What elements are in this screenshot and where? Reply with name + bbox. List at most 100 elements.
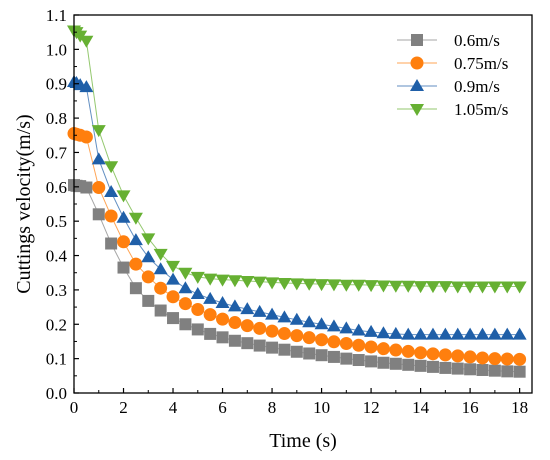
- data-point: [203, 308, 217, 322]
- data-point: [129, 257, 143, 271]
- data-point: [277, 310, 292, 323]
- data-point: [438, 348, 452, 362]
- data-point: [327, 350, 340, 363]
- data-point: [253, 321, 267, 335]
- legend-entry: 0.9m/s: [397, 77, 500, 96]
- data-point: [425, 327, 440, 340]
- data-point: [413, 327, 428, 340]
- data-point: [153, 248, 168, 261]
- legend-label: 0.9m/s: [454, 77, 500, 96]
- data-point: [79, 130, 93, 144]
- data-point: [376, 326, 391, 339]
- data-point: [117, 235, 131, 249]
- data-point: [438, 281, 453, 294]
- data-point: [401, 280, 416, 293]
- data-point: [129, 282, 142, 295]
- data-point: [303, 347, 316, 360]
- series-3: [67, 25, 527, 294]
- legend-marker: [410, 56, 424, 70]
- data-point: [277, 278, 292, 291]
- data-point: [450, 327, 465, 340]
- data-point: [178, 281, 193, 294]
- data-point: [92, 181, 106, 195]
- data-point: [351, 323, 366, 336]
- x-tick-label: 6: [218, 398, 227, 417]
- data-point: [464, 363, 477, 376]
- data-point: [227, 299, 242, 312]
- data-point: [339, 337, 353, 351]
- data-point: [116, 210, 131, 223]
- data-point: [216, 312, 230, 326]
- data-point: [289, 278, 304, 291]
- data-point: [389, 343, 403, 357]
- data-point: [141, 270, 155, 284]
- data-point: [438, 327, 453, 340]
- legend-entry: 0.75m/s: [397, 54, 508, 73]
- data-point: [265, 307, 280, 320]
- data-point: [512, 281, 527, 294]
- x-tick-label: 2: [119, 398, 128, 417]
- data-point: [475, 351, 489, 365]
- data-point: [141, 233, 156, 246]
- legend-marker: [410, 104, 424, 116]
- data-point: [314, 317, 329, 330]
- data-point: [500, 281, 515, 294]
- data-point: [463, 350, 477, 364]
- series-layer: [67, 25, 527, 378]
- data-point: [500, 352, 514, 366]
- y-tick-label: 0.0: [46, 384, 67, 403]
- data-point: [167, 312, 180, 325]
- data-point: [475, 327, 490, 340]
- data-point: [104, 184, 119, 197]
- data-point: [414, 346, 428, 360]
- y-tick-label: 0.7: [46, 143, 68, 162]
- data-point: [253, 339, 266, 352]
- data-point: [414, 359, 427, 372]
- data-point: [488, 364, 501, 377]
- data-point: [104, 209, 118, 223]
- data-point: [215, 295, 230, 308]
- data-point: [475, 281, 490, 294]
- data-point: [439, 361, 452, 374]
- y-tick-label: 1.1: [46, 6, 67, 25]
- x-tick-label: 14: [412, 398, 430, 417]
- data-point: [154, 304, 167, 317]
- data-point: [241, 337, 254, 350]
- data-point: [204, 327, 217, 340]
- data-point: [488, 352, 502, 366]
- data-point: [302, 278, 317, 291]
- data-point: [377, 356, 390, 369]
- data-point: [278, 343, 291, 356]
- data-point: [426, 347, 440, 361]
- data-point: [476, 363, 489, 376]
- data-point: [79, 80, 94, 93]
- data-point: [227, 275, 242, 288]
- legend-marker: [410, 79, 424, 91]
- data-point: [326, 279, 341, 292]
- data-point: [451, 349, 465, 363]
- data-point: [315, 333, 329, 347]
- data-point: [117, 261, 130, 274]
- x-tick-label: 10: [313, 398, 330, 417]
- data-point: [128, 212, 143, 225]
- data-point: [216, 331, 229, 344]
- data-point: [277, 327, 291, 341]
- data-point: [91, 125, 106, 138]
- data-point: [203, 273, 218, 286]
- data-point: [451, 362, 464, 375]
- legend: 0.6m/s 0.75m/s 0.9m/s 1.05m/s: [397, 31, 508, 119]
- data-point: [401, 327, 416, 340]
- legend-label: 1.05m/s: [454, 100, 508, 119]
- data-point: [450, 281, 465, 294]
- x-axis-title: Time (s): [269, 430, 337, 452]
- legend-entry: 0.6m/s: [397, 31, 500, 50]
- x-tick-label: 12: [363, 398, 380, 417]
- y-tick-label: 0.8: [46, 109, 67, 128]
- data-point: [327, 335, 341, 349]
- data-point: [364, 340, 378, 354]
- data-point: [365, 355, 378, 368]
- data-point: [351, 279, 366, 292]
- data-point: [92, 208, 105, 221]
- data-point: [252, 304, 267, 317]
